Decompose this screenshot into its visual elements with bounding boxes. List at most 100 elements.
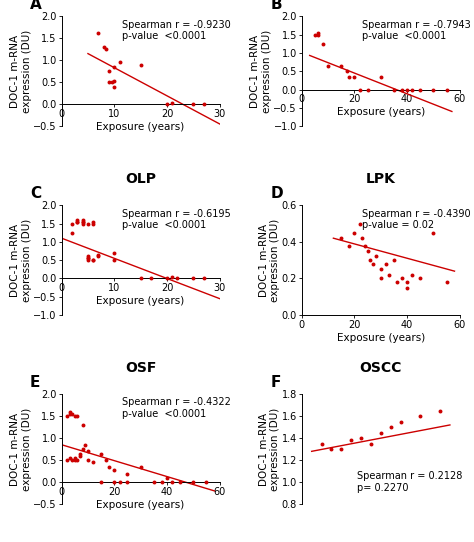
Point bbox=[124, 470, 131, 479]
Point bbox=[358, 234, 366, 242]
Point bbox=[190, 478, 197, 486]
Point bbox=[364, 85, 372, 94]
Point bbox=[84, 254, 92, 263]
Point bbox=[84, 252, 92, 261]
Point bbox=[377, 72, 384, 81]
Point bbox=[84, 447, 92, 456]
Point bbox=[124, 478, 131, 486]
Point bbox=[84, 219, 92, 228]
Y-axis label: DOC-1 m-RNA
expression (DU): DOC-1 m-RNA expression (DU) bbox=[258, 218, 280, 302]
Point bbox=[150, 478, 157, 486]
Point bbox=[66, 410, 73, 418]
Point bbox=[66, 454, 73, 462]
Point bbox=[346, 241, 353, 250]
Point bbox=[314, 30, 321, 39]
X-axis label: Exposure (years): Exposure (years) bbox=[97, 500, 185, 509]
Point bbox=[200, 274, 208, 283]
Point bbox=[95, 28, 102, 37]
Point bbox=[147, 274, 155, 283]
Text: OLP: OLP bbox=[125, 172, 156, 186]
Point bbox=[385, 270, 392, 279]
Point bbox=[200, 100, 208, 108]
Point bbox=[105, 67, 113, 75]
Point bbox=[337, 445, 345, 454]
Point bbox=[76, 451, 84, 460]
Point bbox=[311, 30, 319, 39]
Point bbox=[73, 217, 81, 226]
Point bbox=[95, 252, 102, 261]
Point bbox=[163, 274, 171, 283]
Point bbox=[90, 458, 97, 467]
Y-axis label: DOC-1 m-RNA
expression (DU): DOC-1 m-RNA expression (DU) bbox=[10, 30, 32, 113]
Point bbox=[409, 270, 416, 279]
X-axis label: Exposure (years): Exposure (years) bbox=[337, 107, 425, 117]
Point bbox=[190, 274, 197, 283]
Point bbox=[346, 72, 353, 81]
Point bbox=[79, 421, 86, 429]
Point bbox=[102, 456, 110, 464]
Point bbox=[73, 456, 81, 464]
Point bbox=[84, 456, 92, 464]
Point bbox=[328, 445, 335, 454]
Point bbox=[73, 412, 81, 421]
Point bbox=[357, 434, 365, 442]
Point bbox=[377, 428, 384, 437]
Point bbox=[79, 217, 86, 226]
Point bbox=[95, 250, 102, 259]
Point bbox=[351, 228, 358, 237]
Point bbox=[168, 99, 176, 107]
Point bbox=[110, 62, 118, 71]
Point bbox=[382, 260, 390, 268]
Point bbox=[417, 412, 424, 421]
Text: Spearman r = -0.4322
p-value  <0.0001: Spearman r = -0.4322 p-value <0.0001 bbox=[122, 397, 230, 419]
Point bbox=[163, 473, 171, 482]
Point bbox=[337, 61, 345, 70]
X-axis label: Exposure (years): Exposure (years) bbox=[337, 333, 425, 343]
Point bbox=[318, 440, 325, 448]
Point bbox=[100, 43, 108, 51]
X-axis label: Exposure (years): Exposure (years) bbox=[97, 122, 185, 132]
Text: Spearman r = -0.7943
p-value  <0.0001: Spearman r = -0.7943 p-value <0.0001 bbox=[362, 20, 471, 41]
Text: B: B bbox=[270, 0, 282, 12]
Point bbox=[82, 441, 89, 449]
Point bbox=[68, 228, 76, 237]
Point bbox=[366, 256, 374, 264]
Point bbox=[377, 274, 384, 283]
Point bbox=[79, 216, 86, 224]
Point bbox=[398, 85, 406, 94]
Point bbox=[68, 219, 76, 228]
Point bbox=[176, 478, 184, 486]
Point bbox=[337, 234, 345, 242]
Point bbox=[417, 274, 424, 283]
Point bbox=[168, 273, 176, 282]
Y-axis label: DOC-1 m-RNA
expression (DU): DOC-1 m-RNA expression (DU) bbox=[250, 30, 272, 113]
Point bbox=[409, 85, 416, 94]
Point bbox=[110, 478, 118, 486]
Point bbox=[97, 449, 105, 458]
Point bbox=[79, 445, 86, 454]
Point bbox=[397, 417, 404, 426]
Text: LPK: LPK bbox=[366, 172, 396, 186]
Text: Spearman r = -0.4390
p-value = 0.02: Spearman r = -0.4390 p-value = 0.02 bbox=[362, 209, 470, 230]
Point bbox=[68, 456, 76, 464]
Point bbox=[137, 462, 145, 471]
Point bbox=[443, 85, 450, 94]
Point bbox=[137, 274, 145, 283]
Point bbox=[319, 40, 327, 48]
Point bbox=[361, 241, 369, 250]
Point bbox=[203, 478, 210, 486]
Text: C: C bbox=[30, 186, 41, 201]
Point bbox=[63, 456, 71, 464]
Text: Spearman r = -0.9230
p-value  <0.0001: Spearman r = -0.9230 p-value <0.0001 bbox=[122, 20, 230, 41]
Point bbox=[66, 408, 73, 416]
Point bbox=[417, 85, 424, 94]
Text: E: E bbox=[30, 375, 40, 390]
Point bbox=[190, 100, 197, 108]
Point bbox=[403, 278, 411, 287]
Point bbox=[108, 78, 116, 87]
Point bbox=[105, 462, 113, 471]
Point bbox=[105, 78, 113, 87]
Point bbox=[71, 456, 79, 464]
Point bbox=[84, 254, 92, 263]
Point bbox=[390, 85, 398, 94]
